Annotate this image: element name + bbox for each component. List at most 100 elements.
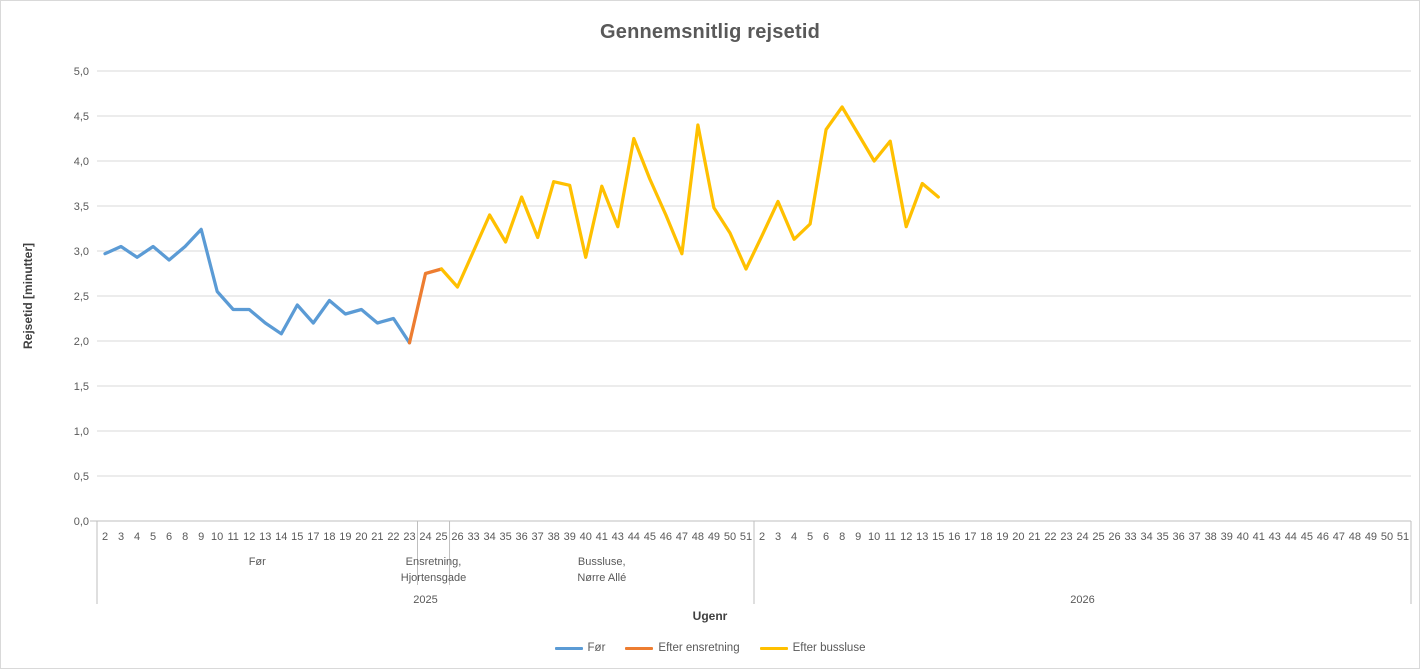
x-week-label: 14 [275,531,287,543]
x-week-label: 13 [916,531,928,543]
x-week-label: 12 [243,531,255,543]
y-tick-label: 1,5 [74,381,89,393]
x-week-label: 38 [1205,531,1217,543]
x-axis-title: Ugenr [692,609,728,623]
y-tick-label: 0,5 [74,471,89,483]
x-week-label: 22 [387,531,399,543]
x-week-label: 45 [644,531,656,543]
x-week-label: 40 [580,531,592,543]
y-tick-label: 1,0 [74,426,89,438]
x-week-label: 40 [1237,531,1249,543]
legend-swatch-foer [554,646,583,650]
x-week-label: 20 [1012,531,1024,543]
x-week-label: 2 [759,531,765,543]
x-week-label: 38 [548,531,560,543]
x-week-label: 19 [996,531,1008,543]
x-group-label: Hjortensgade [401,572,466,584]
x-week-label: 46 [1317,531,1329,543]
y-tick-label: 2,0 [74,336,89,348]
legend-label-efter-bussluse: Efter bussluse [792,642,866,654]
x-week-label: 34 [1140,531,1152,543]
x-week-label: 36 [516,531,528,543]
x-week-label: 21 [371,531,383,543]
y-tick-label: 4,5 [74,111,89,123]
x-week-label: 4 [791,531,797,543]
x-week-label: 5 [150,531,156,543]
x-week-label: 2 [102,531,108,543]
x-week-label: 17 [964,531,976,543]
x-week-label: 41 [1253,531,1265,543]
x-week-label: 8 [182,531,188,543]
x-week-label: 11 [227,531,238,543]
x-week-label: 43 [1269,531,1281,543]
x-week-label: 15 [291,531,303,543]
x-week-label: 50 [724,531,736,543]
x-week-label: 21 [1028,531,1040,543]
x-week-label: 10 [868,531,880,543]
legend-item-foer: Før [554,642,606,654]
x-week-label: 18 [323,531,335,543]
x-week-label: 18 [980,531,992,543]
x-week-label: 39 [564,531,576,543]
legend: Før Efter ensretning Efter bussluse [1,642,1419,654]
x-group-label: Ensretning, [406,556,462,568]
x-week-label: 6 [166,531,172,543]
x-week-label: 47 [676,531,688,543]
x-week-label: 23 [403,531,415,543]
y-tick-label: 3,5 [74,201,89,213]
x-week-label: 24 [1076,531,1088,543]
x-week-label: 5 [807,531,813,543]
x-week-label: 44 [1285,531,1297,543]
y-axis-title: Rejsetid [minutter] [21,242,35,350]
x-week-label: 41 [596,531,608,543]
y-tick-label: 0,0 [74,516,89,528]
x-week-label: 36 [1173,531,1185,543]
x-week-label: 19 [339,531,351,543]
x-week-label: 16 [948,531,960,543]
x-year-label: 2026 [1070,594,1094,606]
x-week-label: 51 [740,531,752,543]
series-line-efter-bussluse [439,105,940,289]
x-week-label: 26 [1108,531,1120,543]
y-tick-label: 5,0 [74,66,89,78]
series-line-efter-ensretning [407,267,444,345]
x-week-label: 35 [1156,531,1168,543]
x-week-label: 23 [1060,531,1072,543]
x-week-label: 20 [355,531,367,543]
x-week-label: 26 [451,531,463,543]
x-week-label: 34 [483,531,495,543]
x-week-label: 33 [1124,531,1136,543]
x-week-label: 11 [884,531,895,543]
x-group-label: Nørre Allé [577,572,626,584]
x-week-label: 8 [839,531,845,543]
legend-item-efter-ensretning: Efter ensretning [625,642,740,654]
y-tick-label: 4,0 [74,156,89,168]
x-week-label: 37 [532,531,544,543]
x-week-label: 12 [900,531,912,543]
x-week-label: 4 [134,531,140,543]
x-week-label: 49 [708,531,720,543]
x-week-label: 10 [211,531,223,543]
x-year-label: 2025 [413,594,437,606]
x-week-label: 17 [307,531,319,543]
series-line-f-r [103,227,412,345]
x-week-label: 25 [435,531,447,543]
x-week-label: 9 [855,531,861,543]
x-week-label: 39 [1221,531,1233,543]
x-week-label: 25 [1092,531,1104,543]
x-week-label: 48 [1349,531,1361,543]
legend-swatch-efter-bussluse [759,646,788,650]
legend-label-efter-ensretning: Efter ensretning [658,642,740,654]
x-week-label: 33 [467,531,479,543]
x-week-label: 35 [499,531,511,543]
chart-title: Gennemsnitlig rejsetid [599,21,820,43]
legend-label-foer: Før [587,642,606,654]
x-week-label: 47 [1333,531,1345,543]
x-week-label: 48 [692,531,704,543]
x-week-label: 46 [660,531,672,543]
x-week-label: 9 [198,531,204,543]
x-week-label: 6 [823,531,829,543]
legend-swatch-efter-ensretning [625,646,654,650]
